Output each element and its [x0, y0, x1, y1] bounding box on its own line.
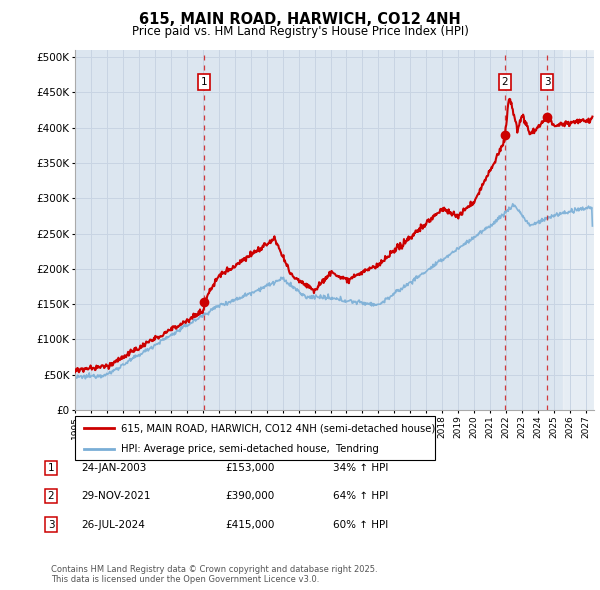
Text: 64% ↑ HPI: 64% ↑ HPI [333, 491, 388, 501]
Text: Price paid vs. HM Land Registry's House Price Index (HPI): Price paid vs. HM Land Registry's House … [131, 25, 469, 38]
Text: £415,000: £415,000 [225, 520, 274, 529]
Text: HPI: Average price, semi-detached house,  Tendring: HPI: Average price, semi-detached house,… [121, 444, 379, 454]
Text: 3: 3 [47, 520, 55, 529]
Text: 34% ↑ HPI: 34% ↑ HPI [333, 463, 388, 473]
Text: 24-JAN-2003: 24-JAN-2003 [81, 463, 146, 473]
Text: 2: 2 [502, 77, 508, 87]
Text: 2: 2 [47, 491, 55, 501]
Text: 615, MAIN ROAD, HARWICH, CO12 4NH (semi-detached house): 615, MAIN ROAD, HARWICH, CO12 4NH (semi-… [121, 424, 436, 433]
Bar [563, 50, 594, 410]
Text: 26-JUL-2024: 26-JUL-2024 [81, 520, 145, 529]
Text: 1: 1 [47, 463, 55, 473]
Text: 60% ↑ HPI: 60% ↑ HPI [333, 520, 388, 529]
Text: £390,000: £390,000 [225, 491, 274, 501]
Bar [563, 50, 594, 410]
Text: Contains HM Land Registry data © Crown copyright and database right 2025.
This d: Contains HM Land Registry data © Crown c… [51, 565, 377, 584]
Text: 3: 3 [544, 77, 551, 87]
Text: £153,000: £153,000 [225, 463, 274, 473]
Text: 29-NOV-2021: 29-NOV-2021 [81, 491, 151, 501]
Text: 1: 1 [200, 77, 207, 87]
Text: 615, MAIN ROAD, HARWICH, CO12 4NH: 615, MAIN ROAD, HARWICH, CO12 4NH [139, 12, 461, 27]
